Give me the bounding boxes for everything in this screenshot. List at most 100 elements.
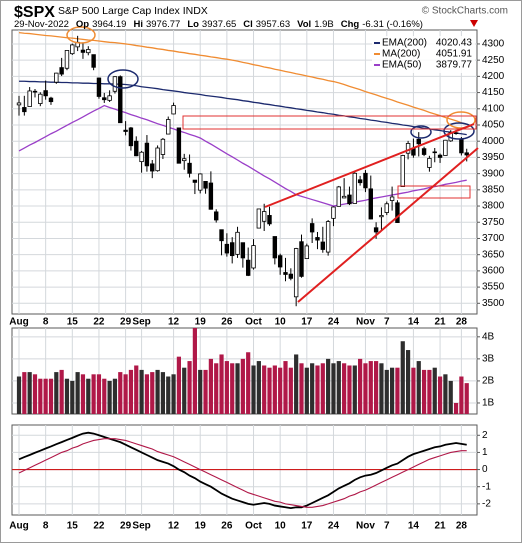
candle-body xyxy=(235,231,240,255)
volume-bar xyxy=(256,361,261,414)
candle-body xyxy=(38,93,43,104)
quote-label: Lo xyxy=(187,19,199,30)
candle-body xyxy=(128,127,134,147)
subtitle: S&P 500 Large Cap Index INDX xyxy=(58,5,208,17)
annotations xyxy=(66,26,479,303)
candle-body xyxy=(224,243,230,254)
volume-bar xyxy=(214,363,219,414)
oscillator-line xyxy=(18,438,467,508)
candle-body xyxy=(48,97,54,103)
candle-body xyxy=(427,157,432,168)
volume-bar xyxy=(134,365,139,414)
candle-body xyxy=(214,211,219,221)
volume-bar xyxy=(160,372,166,414)
y-tick-label: 4250 xyxy=(482,55,505,66)
candle-body xyxy=(432,151,437,154)
volume-bar xyxy=(123,374,128,414)
volume-bar xyxy=(230,363,235,414)
quote-value: 3976.77 xyxy=(146,19,180,30)
candle-body xyxy=(299,241,304,277)
y-tick-label: 4000 xyxy=(482,136,505,147)
x-tick-label: Aug xyxy=(9,521,28,532)
candle-body xyxy=(208,182,214,210)
quote-value: 1.9B xyxy=(314,19,334,30)
volume-bar xyxy=(294,354,299,414)
volume-bar xyxy=(80,374,86,414)
volume-bar xyxy=(405,350,411,414)
annotation-ellipse xyxy=(446,111,476,129)
volume-bar xyxy=(96,374,102,414)
candle-body xyxy=(203,181,208,189)
candle-body xyxy=(421,148,427,155)
volume-bar xyxy=(208,358,213,414)
x-tick-label: Sep xyxy=(132,521,150,532)
volume-bar xyxy=(235,363,240,414)
candle-body xyxy=(405,143,411,154)
volume-bar xyxy=(395,367,400,414)
candle-body xyxy=(70,44,75,55)
candle-body xyxy=(150,163,155,172)
x-tick-label: 22 xyxy=(93,521,105,532)
y-tick-label: 3700 xyxy=(482,233,505,244)
candle-body xyxy=(251,245,256,269)
x-tick-label: 22 xyxy=(93,317,105,328)
volume-bar xyxy=(262,365,267,414)
candle-body xyxy=(357,179,363,184)
volume-bar xyxy=(336,361,341,414)
quote-line: 29-Nov-2022 Op 3964.19 Hi 3976.77 Lo 3937.65 Cl… xyxy=(14,19,423,30)
volume-bar xyxy=(64,378,70,414)
volume-bar xyxy=(187,361,192,414)
candle-body xyxy=(187,162,192,174)
volume-bar xyxy=(390,367,395,414)
y-tick-label: 1 xyxy=(482,447,488,458)
volume-bar xyxy=(421,369,427,414)
candle-body xyxy=(22,107,27,113)
volume-bar xyxy=(32,374,38,414)
volume-bar xyxy=(331,363,336,414)
volume-bar xyxy=(128,369,134,414)
candle-body xyxy=(336,186,341,207)
volume-bar xyxy=(70,380,75,414)
y-tick-label: 3850 xyxy=(482,184,505,195)
volume-bar xyxy=(75,372,80,414)
candle-body xyxy=(331,206,336,219)
candle-body xyxy=(144,142,150,167)
y-tick-label: 4200 xyxy=(482,71,505,82)
volume-bar xyxy=(224,361,229,414)
volume-bar xyxy=(107,380,112,414)
legend-value: 3879.77 xyxy=(436,60,473,71)
candle-body xyxy=(304,245,310,259)
candle-body xyxy=(352,172,357,204)
candle-body xyxy=(96,77,102,97)
volume-bar xyxy=(416,361,421,414)
volume-bar xyxy=(48,378,54,414)
quote-value: -6.31 (-0.16%) xyxy=(362,19,423,30)
quote-value: 3957.63 xyxy=(256,19,290,30)
volume-bar xyxy=(38,378,43,414)
volume-bar xyxy=(192,328,197,414)
candle-body xyxy=(416,138,421,145)
candle-body xyxy=(256,208,262,229)
volume-bar xyxy=(102,378,107,414)
volume-bar xyxy=(272,365,277,414)
volume-bar xyxy=(240,358,245,414)
candle-body xyxy=(395,202,400,223)
volume-bar xyxy=(203,369,208,414)
candle-body xyxy=(453,132,459,134)
candle-body xyxy=(437,154,443,158)
volume-bar xyxy=(182,367,187,414)
quote-value: 3937.65 xyxy=(202,19,236,30)
volume-bar xyxy=(43,378,48,414)
x-tick-label: 19 xyxy=(195,521,207,532)
quote-value: 3964.19 xyxy=(92,19,126,30)
candle-body xyxy=(134,140,139,157)
candle-body xyxy=(325,221,331,253)
y-tick-label: 2 xyxy=(482,430,488,441)
candle-body xyxy=(102,97,107,101)
quote-label: Op xyxy=(76,19,89,30)
candle-body xyxy=(277,255,283,268)
legend-label: MA(200) xyxy=(382,49,420,60)
candle-body xyxy=(176,127,182,164)
